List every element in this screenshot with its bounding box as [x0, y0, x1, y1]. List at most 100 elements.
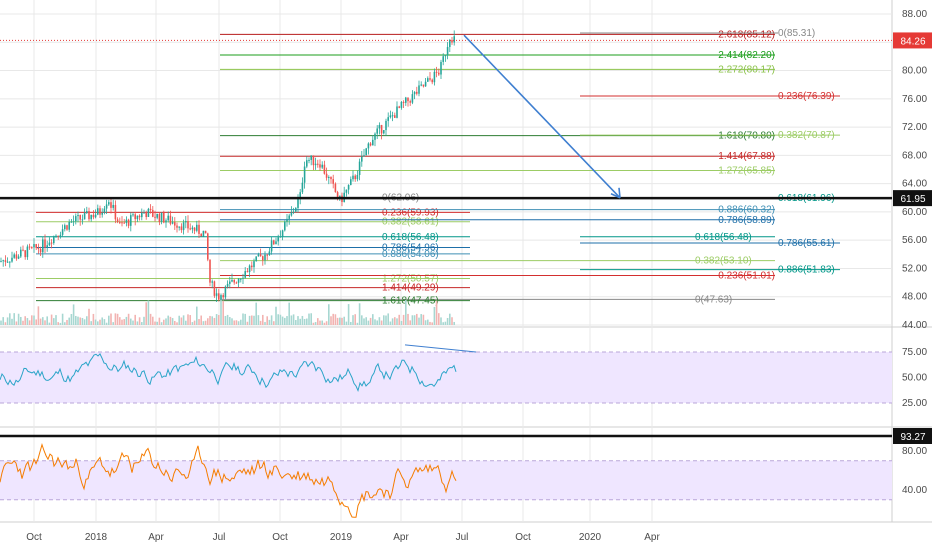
- candle-body: [323, 164, 326, 174]
- volume-bar: [53, 318, 55, 325]
- volume-bar: [171, 318, 174, 325]
- volume-bar: [257, 315, 260, 325]
- candle-body: [297, 199, 299, 209]
- volume-bar: [405, 300, 407, 325]
- fib-level-label: 0.786(58.89): [718, 215, 775, 226]
- volume-bar: [114, 313, 117, 325]
- fib-level-label: 0.618(56.48): [695, 232, 752, 243]
- candle-body: [400, 101, 403, 108]
- candle-body: [332, 179, 334, 184]
- candle-body: [94, 214, 97, 218]
- volume-bar: [264, 322, 266, 325]
- price-tick-label: 48.00: [902, 292, 927, 303]
- volume-bar: [409, 320, 411, 325]
- fib-level-label: 2.414(82.20): [718, 50, 775, 61]
- volume-bar: [301, 315, 304, 325]
- volume-bar: [352, 315, 354, 325]
- fib-level-label: 0.618(56.48): [382, 232, 439, 243]
- rsi-tick-label: 50.00: [902, 373, 927, 384]
- volume-bar: [158, 317, 161, 325]
- volume-bar: [169, 316, 172, 325]
- candle-body: [83, 213, 86, 220]
- candle-body: [229, 281, 231, 284]
- volume-bar: [367, 320, 370, 325]
- candle-body: [59, 234, 62, 237]
- candle-body: [376, 128, 378, 134]
- candle-body: [79, 214, 81, 220]
- volume-bar: [127, 313, 130, 325]
- volume-bar: [77, 316, 79, 325]
- candle-body: [264, 254, 266, 261]
- candle-body: [328, 176, 330, 178]
- volume-bar: [200, 315, 202, 325]
- last-price-value: 84.26: [900, 36, 925, 47]
- candle-body: [182, 222, 185, 231]
- candle-body: [116, 219, 119, 223]
- candle-body: [143, 212, 145, 214]
- candle-body: [295, 208, 297, 212]
- candle-body: [424, 81, 427, 87]
- candle-body: [50, 242, 53, 244]
- volume-bar: [94, 319, 97, 325]
- candle-body: [330, 176, 332, 180]
- volume-bar: [33, 315, 35, 325]
- volume-bar: [433, 306, 436, 325]
- candle-body: [431, 79, 433, 83]
- volume-bar: [378, 317, 381, 325]
- candle-body: [24, 250, 26, 258]
- volume-bar: [273, 321, 275, 325]
- candle-body: [154, 216, 156, 218]
- candle-body: [361, 156, 363, 162]
- candle-body: [46, 245, 48, 248]
- volume-bar: [321, 320, 323, 325]
- volume-bar: [119, 317, 121, 325]
- candle-body: [88, 211, 90, 220]
- candle-body: [321, 164, 323, 168]
- candle-body: [358, 161, 361, 175]
- volume-bar: [385, 315, 387, 325]
- volume-bar: [39, 318, 42, 325]
- candle-body: [20, 249, 22, 257]
- candle-body: [246, 271, 249, 273]
- candle-body: [134, 214, 136, 220]
- volume-bar: [402, 314, 405, 325]
- volume-bar: [413, 315, 416, 325]
- volume-bar: [103, 319, 106, 325]
- volume-bar: [13, 313, 15, 325]
- volume-bar: [207, 318, 209, 325]
- volume-bar: [328, 304, 330, 325]
- candle-body: [53, 235, 55, 244]
- volume-bar: [180, 317, 183, 325]
- volume-bar: [281, 316, 284, 325]
- candle-body: [48, 242, 51, 246]
- candle-body: [378, 125, 381, 129]
- candle-body: [2, 260, 4, 262]
- time-tick-label: 2018: [85, 532, 108, 543]
- candle-body: [281, 230, 284, 237]
- volume-bar: [317, 318, 319, 325]
- candle-body: [354, 175, 356, 180]
- volume-bar: [231, 318, 233, 325]
- candle-body: [13, 254, 15, 258]
- support-value: 61.95: [900, 194, 925, 205]
- candle-body: [127, 219, 130, 226]
- candle-body: [75, 216, 77, 222]
- volume-bar: [46, 316, 48, 325]
- volume-bar: [336, 317, 339, 325]
- candle-body: [402, 101, 405, 103]
- candle-body: [213, 281, 216, 296]
- volume-bar: [226, 314, 229, 325]
- volume-bar: [0, 320, 2, 325]
- volume-bar: [310, 313, 312, 325]
- osc-value-badge: [893, 428, 932, 444]
- candle-body: [286, 218, 288, 222]
- candle-body: [163, 212, 165, 223]
- candle-body: [17, 256, 20, 259]
- candle-body: [4, 260, 7, 262]
- volume-bar: [97, 321, 99, 325]
- volume-bar: [83, 319, 86, 325]
- candle-body: [317, 163, 319, 165]
- candle-body: [416, 91, 418, 94]
- candle-body: [215, 293, 218, 296]
